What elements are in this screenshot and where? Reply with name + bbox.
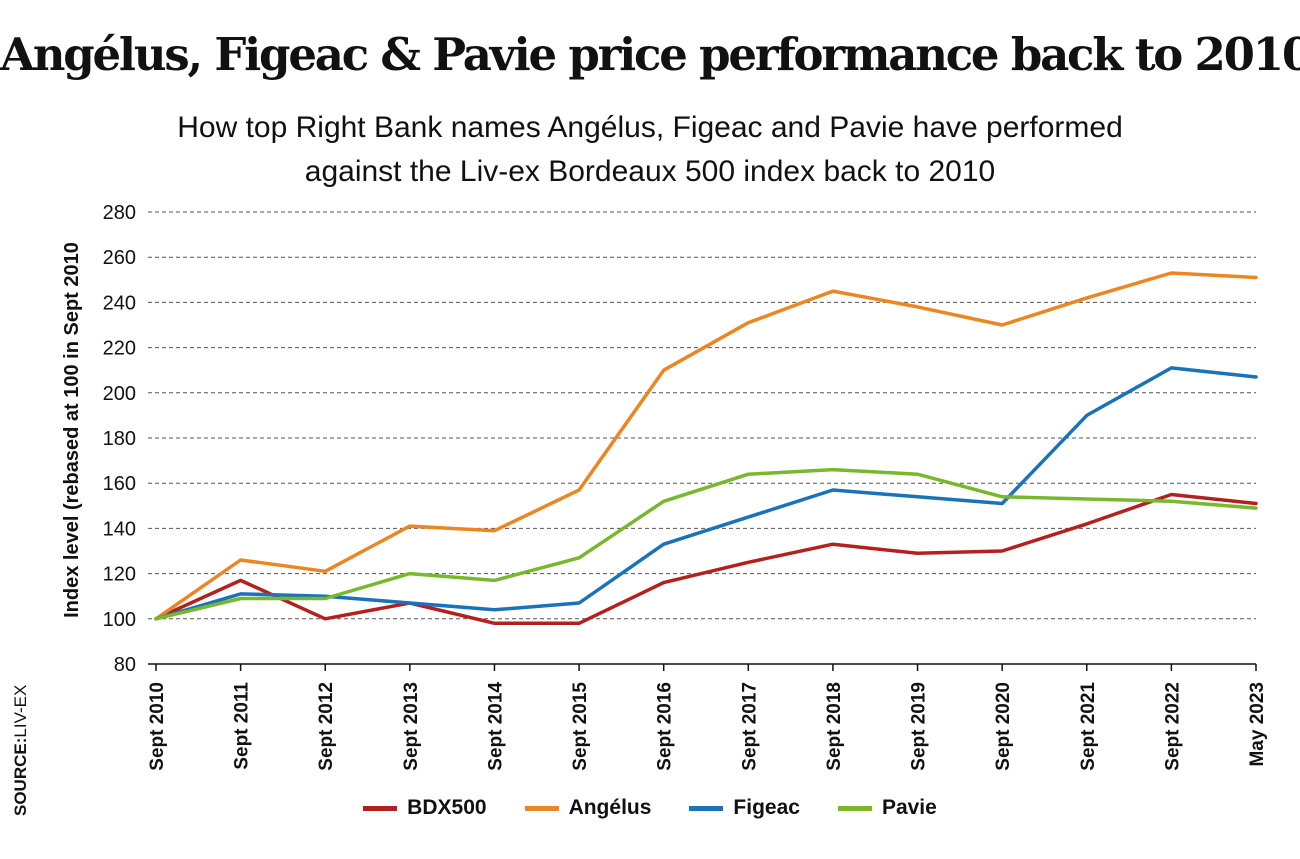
chart-subtitle: How top Right Bank names Angélus, Figeac… xyxy=(177,111,1123,188)
x-tick-label: Sept 2020 xyxy=(993,682,1014,771)
chart-legend: BDX500 Angélus Figeac Pavie xyxy=(0,792,1300,824)
source-name: LIV-EX xyxy=(11,684,30,738)
x-tick-label: Sept 2021 xyxy=(1078,682,1099,771)
legend-label: BDX500 xyxy=(407,796,487,819)
y-tick-label: 260 xyxy=(103,247,136,269)
series-line-figeac xyxy=(154,366,1258,621)
y-tick-label: 240 xyxy=(103,292,136,314)
y-tick-label: 80 xyxy=(114,654,136,676)
x-tick-label: Sept 2010 xyxy=(147,682,168,771)
y-tick-label: 180 xyxy=(103,428,136,450)
y-tick-label: 100 xyxy=(103,609,136,631)
y-tick-label: 220 xyxy=(103,338,136,360)
legend-swatch xyxy=(363,805,398,811)
x-tick-label: Sept 2018 xyxy=(824,682,845,771)
y-axis-ticks: 80 100 120 140 160 180 200 220 240 260 280 xyxy=(103,202,136,676)
chart-title: Angélus, Figeac & Pavie price performanc… xyxy=(0,28,1300,81)
y-tick-label: 280 xyxy=(103,202,136,224)
x-tick-label: Sept 2015 xyxy=(570,682,591,771)
series-line-pavie xyxy=(154,467,1258,621)
legend-item-angelus: Angélus xyxy=(524,796,652,820)
y-tick-label: 200 xyxy=(103,383,136,405)
x-axis: Sept 2010 Sept 2011 Sept 2012 Sept 2013 Sept… xyxy=(147,663,1268,771)
legend-swatch xyxy=(689,805,724,811)
series-line-bdx500 xyxy=(154,492,1258,626)
series-line-angelus xyxy=(154,271,1258,621)
x-tick-label: Sept 2019 xyxy=(909,682,930,771)
x-tick-label: Sept 2017 xyxy=(739,682,760,771)
legend-item-figeac: Figeac xyxy=(689,796,800,820)
y-tick-label: 140 xyxy=(103,518,136,540)
y-tick-label: 160 xyxy=(103,473,136,495)
x-tick-label: Sept 2011 xyxy=(232,682,253,770)
x-tick-label: Sept 2013 xyxy=(401,682,422,771)
x-tick-label: Sept 2016 xyxy=(655,682,676,771)
legend-swatch xyxy=(837,805,872,811)
x-tick-label: Sept 2014 xyxy=(485,682,506,771)
legend-label: Pavie xyxy=(881,796,937,819)
y-tick-label: 120 xyxy=(103,564,136,586)
legend-label: Figeac xyxy=(733,796,800,819)
legend-item-bdx500: BDX500 xyxy=(363,796,487,820)
x-tick-label: May 2023 xyxy=(1247,682,1268,767)
x-tick-label: Sept 2022 xyxy=(1162,682,1183,771)
x-tick-label: Sept 2012 xyxy=(316,682,337,771)
legend-label: Angélus xyxy=(568,796,652,819)
series-lines xyxy=(154,271,1258,626)
y-axis-label: Index level (rebased at 100 in Sept 2010 xyxy=(61,242,83,618)
legend-swatch xyxy=(524,805,559,811)
legend-item-pavie: Pavie xyxy=(837,796,937,820)
